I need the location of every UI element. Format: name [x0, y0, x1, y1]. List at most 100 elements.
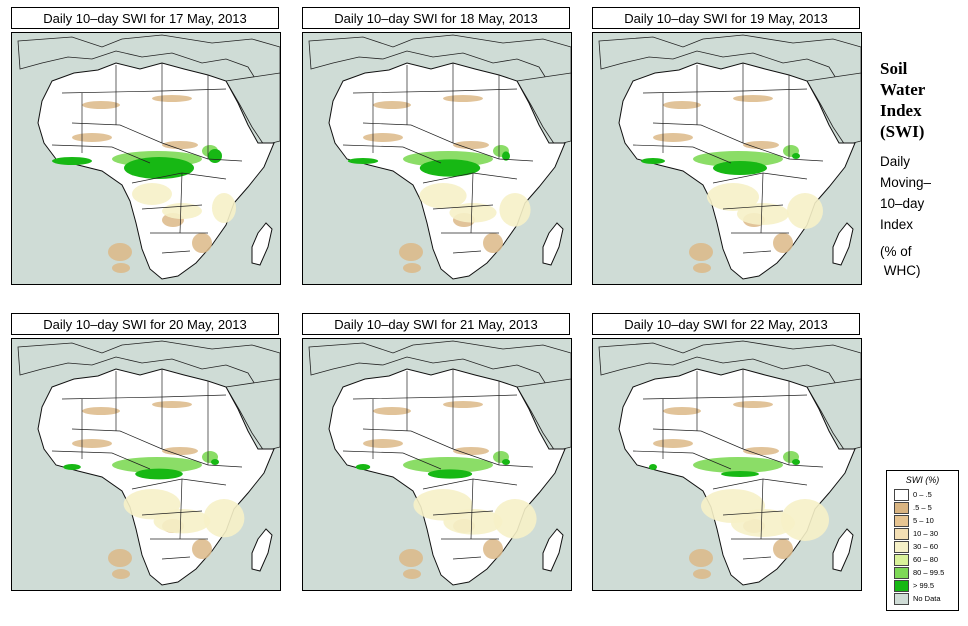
light-moisture-area — [443, 509, 503, 535]
wet-area — [792, 459, 800, 465]
dry-area — [112, 263, 130, 273]
dry-area — [443, 401, 483, 408]
dry-area — [108, 243, 132, 261]
wet-area — [649, 464, 657, 470]
africa-map — [11, 32, 281, 285]
country-border — [161, 250, 191, 254]
dry-area — [82, 101, 120, 109]
dry-area — [653, 133, 693, 142]
wet-area — [792, 153, 800, 159]
country-border — [632, 144, 732, 164]
dry-area — [399, 549, 423, 567]
dry-area — [399, 243, 423, 261]
dry-area — [152, 401, 192, 408]
country-border — [652, 428, 824, 468]
map-panel-21-may: Daily 10–day SWI for 21 May, 2013 — [302, 313, 572, 591]
note-line: (% of — [880, 244, 912, 259]
africa-map-svg — [12, 339, 280, 590]
dry-area — [453, 447, 489, 455]
africa-map — [302, 338, 572, 591]
map-panel-17-may: Daily 10–day SWI for 17 May, 2013 — [11, 7, 281, 285]
panel-title: Daily 10–day SWI for 17 May, 2013 — [11, 7, 279, 29]
wet-area — [427, 469, 473, 479]
panel-title: Daily 10–day SWI for 22 May, 2013 — [592, 313, 860, 335]
dry-area — [743, 447, 779, 455]
map-panel-18-may: Daily 10–day SWI for 18 May, 2013 — [302, 7, 572, 285]
wet-area — [641, 158, 665, 164]
light-moisture-area — [449, 203, 497, 223]
legend-swatch — [894, 528, 909, 540]
dry-area — [192, 233, 212, 253]
legend-swatch — [894, 580, 909, 592]
desc-line: Daily — [880, 154, 911, 169]
light-moisture-area — [493, 499, 537, 539]
africa-map-svg — [12, 33, 280, 284]
unit-note: (% of WHC) — [880, 242, 960, 280]
country-border — [141, 204, 203, 210]
dry-area — [72, 439, 112, 448]
africa-map-svg — [303, 339, 571, 590]
madagascar-landmass — [251, 222, 273, 266]
europe-outline — [17, 340, 280, 400]
africa-map — [11, 338, 281, 591]
map-panel-22-may: Daily 10–day SWI for 22 May, 2013 — [592, 313, 862, 591]
desc-line: Moving– — [880, 175, 932, 190]
europe-outline — [308, 340, 571, 400]
dry-area — [403, 569, 421, 579]
country-border — [742, 250, 772, 254]
dry-area — [483, 233, 503, 253]
legend-swatch — [894, 554, 909, 566]
index-title: Soil Water Index (SWI) — [880, 58, 960, 142]
legend-label: 5 – 10 — [913, 516, 934, 525]
legend-swatch — [894, 489, 909, 501]
dry-area — [443, 95, 483, 102]
moist-area — [693, 151, 783, 167]
legend-title: SWI (%) — [905, 475, 940, 485]
country-border — [760, 172, 764, 234]
country-border — [760, 478, 764, 540]
legend-label: 10 – 30 — [913, 529, 939, 538]
madagascar-landmass — [832, 528, 854, 572]
light-moisture-area — [153, 509, 211, 534]
country-border — [342, 144, 442, 164]
dry-area — [363, 133, 403, 142]
country-border — [432, 204, 494, 210]
africa-map — [592, 338, 862, 591]
light-moisture-area — [203, 499, 245, 538]
title-line: Index — [880, 101, 922, 120]
madagascar-landmass — [832, 222, 854, 266]
dry-area — [743, 141, 779, 149]
legend-label: > 99.5 — [913, 581, 935, 590]
moist-area — [403, 457, 493, 473]
dry-area — [733, 401, 773, 408]
light-moisture-area — [132, 183, 172, 205]
africa-map-svg — [593, 33, 861, 284]
dry-area — [663, 101, 701, 109]
legend-label: 30 – 60 — [913, 542, 939, 551]
dry-area — [152, 95, 192, 102]
light-moisture-area — [419, 183, 467, 209]
dry-area — [72, 133, 112, 142]
legend-label: 0 – .5 — [913, 490, 932, 499]
wet-area — [713, 161, 767, 175]
dry-area — [112, 569, 130, 579]
swi-legend: SWI (%) 0 – .5 .5 – 5 5 – 10 10 – 30 30 … — [886, 470, 959, 611]
map-panel-19-may: Daily 10–day SWI for 19 May, 2013 — [592, 7, 862, 285]
dry-area — [373, 407, 411, 415]
madagascar-landmass — [251, 528, 273, 572]
light-moisture-area — [787, 193, 823, 229]
country-border — [362, 428, 534, 468]
dry-area — [663, 407, 701, 415]
dry-area — [192, 539, 212, 559]
dry-area — [363, 439, 403, 448]
wet-area — [355, 464, 371, 470]
dry-area — [773, 539, 793, 559]
wet-area — [347, 158, 379, 164]
country-border — [652, 122, 824, 162]
title-line: Water — [880, 80, 926, 99]
africa-map — [302, 32, 572, 285]
light-moisture-area — [781, 499, 829, 541]
madagascar-landmass — [542, 528, 564, 572]
panel-title: Daily 10–day SWI for 18 May, 2013 — [302, 7, 570, 29]
africa-map-svg — [593, 339, 861, 590]
